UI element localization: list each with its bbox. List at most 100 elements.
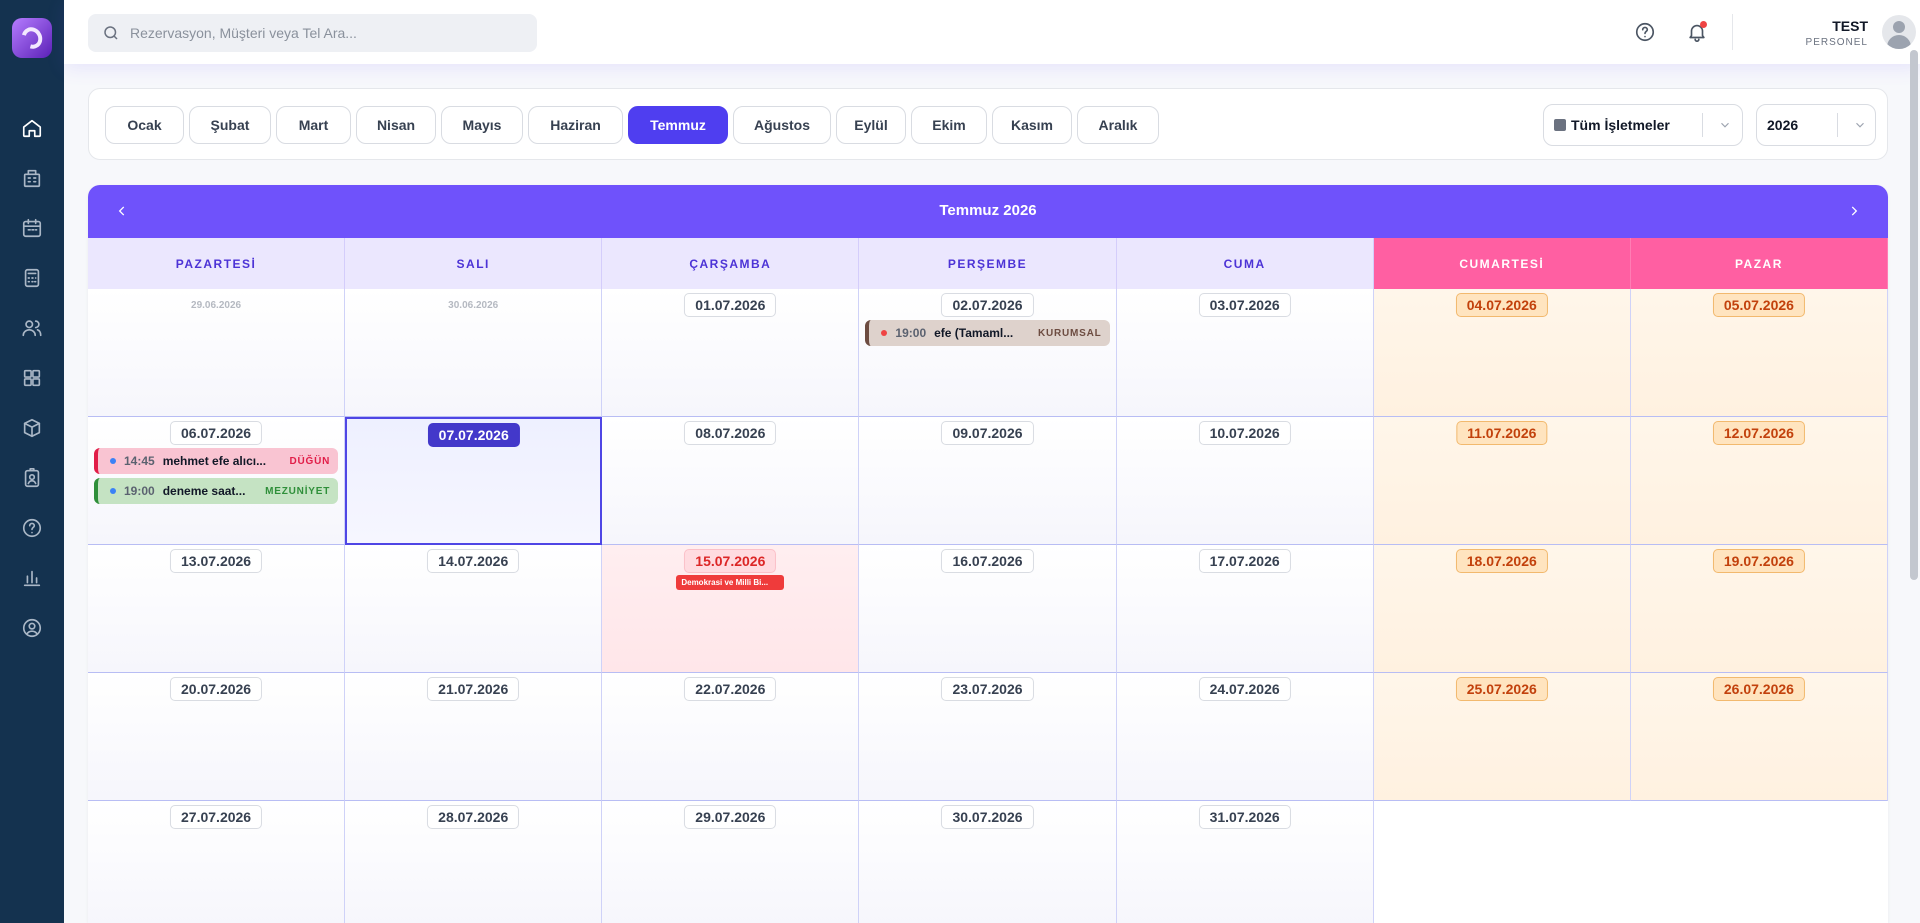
top-header: TEST PERSONEL <box>64 0 1920 64</box>
day-cell[interactable]: 30.07.2026 <box>859 801 1117 923</box>
day-cell[interactable]: 18.07.2026 <box>1373 545 1631 673</box>
day-cell[interactable]: 02.07.2026 19:00 efe (Tamaml... KURUMSAL <box>859 289 1117 417</box>
user-name: TEST <box>1832 18 1868 34</box>
month-button[interactable]: Mayıs <box>441 106 523 144</box>
chevron-left-icon[interactable] <box>110 199 134 223</box>
day-cell[interactable]: 21.07.2026 <box>345 673 603 801</box>
building-icon[interactable] <box>17 163 47 193</box>
month-button[interactable]: Temmuz <box>628 106 728 144</box>
bell-icon[interactable] <box>1684 19 1710 45</box>
month-button[interactable]: Haziran <box>528 106 623 144</box>
day-cell[interactable]: 26.07.2026 <box>1630 673 1888 801</box>
chart-icon[interactable] <box>17 563 47 593</box>
date-label: 30.06.2026 <box>448 300 499 311</box>
day-cell[interactable]: 20.07.2026 <box>88 673 346 801</box>
date-label: 31.07.2026 <box>1198 805 1291 829</box>
search-box[interactable] <box>88 14 537 52</box>
day-cell[interactable]: 25.07.2026 <box>1373 673 1631 801</box>
help-icon[interactable] <box>1632 19 1658 45</box>
date-label: 07.07.2026 <box>427 423 520 447</box>
chevron-down-icon <box>1853 118 1867 132</box>
business-select[interactable]: Tüm İşletmeler <box>1543 104 1743 146</box>
day-cell[interactable]: 17.07.2026 <box>1116 545 1374 673</box>
date-label: 04.07.2026 <box>1455 293 1548 317</box>
day-cell[interactable]: 28.07.2026 <box>345 801 603 923</box>
id-badge-icon[interactable] <box>17 463 47 493</box>
sidebar <box>0 0 64 923</box>
event-title: deneme saat... <box>162 484 246 498</box>
notification-badge <box>1700 21 1707 28</box>
month-button[interactable]: Ağustos <box>733 106 831 144</box>
date-label: 05.07.2026 <box>1712 293 1805 317</box>
chevron-down-icon <box>1718 118 1732 132</box>
day-cell[interactable]: 14.07.2026 <box>345 545 603 673</box>
day-cell[interactable]: 12.07.2026 <box>1630 417 1888 545</box>
weekday-header: PERŞEMBE <box>859 238 1117 289</box>
month-button[interactable]: Ocak <box>105 106 184 144</box>
chevron-right-icon[interactable] <box>1842 199 1866 223</box>
business-select-value: Tüm İşletmeler <box>1571 117 1670 133</box>
day-cell[interactable]: 15.07.2026 Demokrasi ve Milli Bi... <box>602 545 860 673</box>
day-cell[interactable]: 13.07.2026 <box>88 545 346 673</box>
month-button[interactable]: Eylül <box>836 106 906 144</box>
date-label: 11.07.2026 <box>1456 421 1548 445</box>
day-cell[interactable]: 23.07.2026 <box>859 673 1117 801</box>
day-cell[interactable]: 03.07.2026 <box>1116 289 1374 417</box>
app-logo[interactable] <box>12 18 52 58</box>
users-icon[interactable] <box>17 313 47 343</box>
day-cell[interactable]: 10.07.2026 <box>1116 417 1374 545</box>
day-cell[interactable]: 30.06.2026 <box>345 289 603 417</box>
date-label: 30.07.2026 <box>941 805 1034 829</box>
event-chip[interactable]: 19:00 deneme saat... MEZUNİYET <box>94 478 339 504</box>
search-input[interactable] <box>130 25 510 41</box>
weekday-header: CUMARTESİ <box>1373 238 1631 289</box>
day-cell[interactable]: 29.06.2026 <box>88 289 346 417</box>
home-icon[interactable] <box>17 113 47 143</box>
month-button[interactable]: Mart <box>276 106 351 144</box>
month-button[interactable]: Nisan <box>356 106 436 144</box>
date-label: 26.07.2026 <box>1712 677 1805 701</box>
event-chip[interactable]: 14:45 mehmet efe alıcı... DÜĞÜN <box>94 448 339 474</box>
day-cell[interactable]: 27.07.2026 <box>88 801 346 923</box>
day-cell[interactable]: 31.07.2026 <box>1116 801 1374 923</box>
day-cell[interactable]: 24.07.2026 <box>1116 673 1374 801</box>
day-cell[interactable]: 01.07.2026 <box>602 289 860 417</box>
day-cell[interactable]: 05.07.2026 <box>1630 289 1888 417</box>
day-cell[interactable]: 04.07.2026 <box>1373 289 1631 417</box>
month-button[interactable]: Ekim <box>911 106 987 144</box>
grid-icon[interactable] <box>17 363 47 393</box>
year-select[interactable]: 2026 <box>1756 104 1876 146</box>
date-label: 15.07.2026 <box>684 549 777 573</box>
avatar[interactable] <box>1882 15 1916 49</box>
day-cell[interactable]: 22.07.2026 <box>602 673 860 801</box>
event-chip[interactable]: 19:00 efe (Tamaml... KURUMSAL <box>865 320 1110 346</box>
day-cell[interactable]: 09.07.2026 <box>859 417 1117 545</box>
month-filter-bar: Ocak Şubat Mart Nisan Mayıs Haziran Temmuz Ağus… <box>88 88 1888 160</box>
date-label: 27.07.2026 <box>170 805 263 829</box>
date-label: 13.07.2026 <box>170 549 263 573</box>
date-label: 28.07.2026 <box>427 805 520 829</box>
month-button[interactable]: Kasım <box>992 106 1072 144</box>
date-label: 09.07.2026 <box>941 421 1034 445</box>
help-icon[interactable] <box>17 513 47 543</box>
date-label: 02.07.2026 <box>941 293 1034 317</box>
package-icon[interactable] <box>17 413 47 443</box>
day-cell[interactable]: 19.07.2026 <box>1630 545 1888 673</box>
date-label: 14.07.2026 <box>427 549 520 573</box>
month-button[interactable]: Şubat <box>189 106 271 144</box>
day-cell[interactable]: 11.07.2026 <box>1373 417 1631 545</box>
day-cell[interactable]: 06.07.2026 14:45 mehmet efe alıcı... DÜĞÜN 1… <box>88 417 346 545</box>
calendar-icon[interactable] <box>17 213 47 243</box>
day-cell[interactable]: 29.07.2026 <box>602 801 860 923</box>
month-button[interactable]: Aralık <box>1077 106 1159 144</box>
user-circle-icon[interactable] <box>17 613 47 643</box>
event-type-badge: MEZUNİYET <box>265 485 331 497</box>
day-cell[interactable]: 16.07.2026 <box>859 545 1117 673</box>
calculator-icon[interactable] <box>17 263 47 293</box>
date-label: 12.07.2026 <box>1712 421 1805 445</box>
scrollbar[interactable] <box>1910 50 1918 580</box>
day-cell[interactable]: 08.07.2026 <box>602 417 860 545</box>
date-label: 08.07.2026 <box>684 421 777 445</box>
event-type-badge: DÜĞÜN <box>289 455 331 467</box>
day-cell[interactable]: 07.07.2026 <box>345 417 603 545</box>
